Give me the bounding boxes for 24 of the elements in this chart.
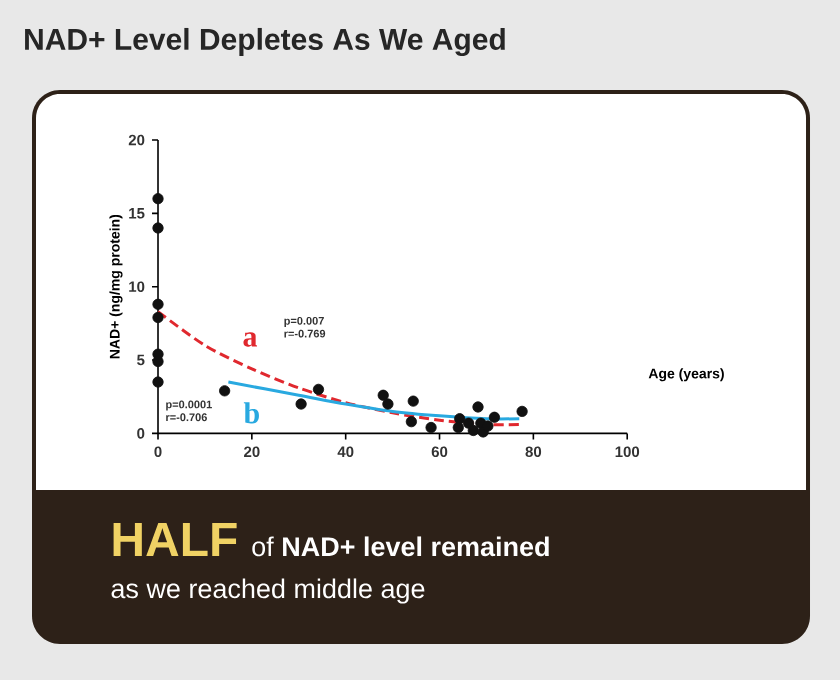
point xyxy=(516,405,528,417)
point xyxy=(407,395,419,407)
text: as we reached middle age xyxy=(111,578,425,604)
point xyxy=(425,421,437,434)
point xyxy=(152,311,164,324)
text: HALF xyxy=(113,522,237,556)
point xyxy=(295,398,307,410)
text: of NAD+ level remained xyxy=(252,536,549,557)
point xyxy=(152,376,164,388)
point xyxy=(467,424,479,437)
point xyxy=(152,222,164,234)
point xyxy=(152,193,164,205)
annotation: b xyxy=(243,402,259,424)
point xyxy=(488,411,501,423)
point xyxy=(152,298,164,310)
point xyxy=(405,416,417,428)
point xyxy=(472,401,484,413)
chart-title: NAD+ Level Depletes As We Aged xyxy=(25,27,505,57)
point xyxy=(312,383,325,395)
point xyxy=(219,385,231,397)
annotation: a xyxy=(243,332,258,347)
point xyxy=(382,398,394,410)
point xyxy=(454,413,466,425)
point xyxy=(377,389,389,401)
